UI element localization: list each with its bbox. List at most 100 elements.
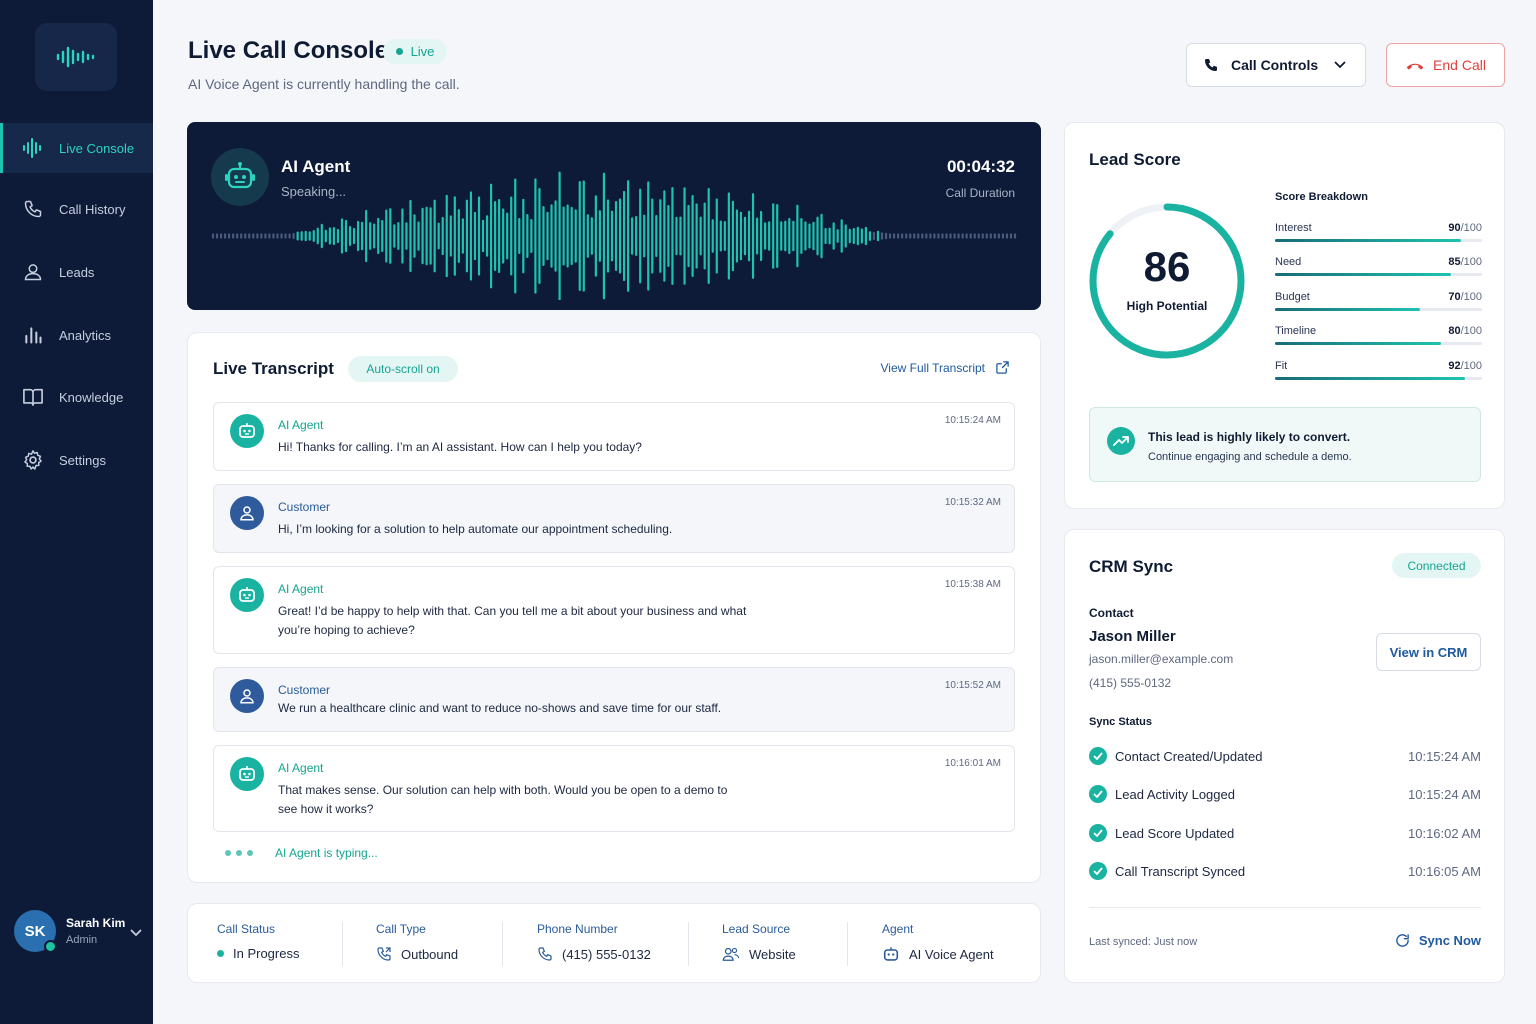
message-time: 10:16:01 AM (944, 758, 1001, 769)
sidebar-item-label: Settings (59, 452, 106, 468)
lead-source-value: Website (749, 946, 796, 962)
contact-email: jason.miller@example.com (1089, 652, 1234, 666)
view-in-crm-button[interactable]: View in CRM (1376, 633, 1481, 671)
call-type-label: Call Type (376, 922, 426, 936)
transcript-message: AI Agent That makes sense. Our solution … (213, 745, 1015, 832)
user-name: Sarah Kim (66, 916, 126, 930)
typing-label: AI Agent is typing... (275, 846, 378, 860)
lead-insight: This lead is highly likely to convert. C… (1089, 407, 1481, 482)
phone-number-label: Phone Number (537, 922, 618, 936)
sidebar-item-call-history[interactable]: Call History (0, 184, 153, 234)
user-icon (230, 679, 264, 713)
sidebar-item-live-console[interactable]: Live Console (0, 123, 153, 173)
phone-icon (537, 946, 553, 962)
book-icon (22, 386, 44, 408)
robot-icon (230, 757, 264, 791)
robot-icon (882, 946, 900, 963)
breakdown-score: 90 (1448, 222, 1461, 234)
message-text: We run a healthcare clinic and want to r… (278, 701, 722, 715)
phone-number-value: (415) 555-0132 (562, 946, 651, 962)
transcript-message: Customer We run a healthcare clinic and … (213, 667, 1015, 732)
sidebar-item-analytics[interactable]: Analytics (0, 310, 153, 360)
breakdown-bar-fill (1275, 239, 1462, 242)
user-role: Admin (66, 934, 98, 946)
robot-icon (211, 148, 269, 206)
breakdown-name: Fit (1275, 360, 1288, 372)
lead-source-field: Lead Source Website (722, 922, 796, 962)
check-circle-icon (1089, 824, 1107, 842)
avatar-initials: SK (24, 922, 46, 940)
lead-score-ring-fill (1089, 203, 1245, 359)
agent-status: Speaking... (281, 184, 347, 199)
agent-field: Agent AI Voice Agent (882, 922, 994, 963)
sync-item-time: 10:15:24 AM (1408, 748, 1481, 764)
online-status-dot (44, 940, 57, 953)
sync-now-label: Sync Now (1418, 933, 1481, 948)
call-status-field: Call Status In Progress (217, 922, 299, 961)
sidebar-item-settings[interactable]: Settings (0, 435, 153, 485)
sidebar: Live Console Call History Leads Analytic… (0, 0, 153, 1024)
sync-item-time: 10:15:24 AM (1408, 786, 1481, 802)
end-call-label: End Call (1433, 57, 1486, 73)
agent-name: AI Agent (281, 157, 351, 176)
breakdown-bar-fill (1275, 273, 1451, 276)
sync-now-button[interactable]: Sync Now (1395, 933, 1481, 948)
page-title: Live Call Console (188, 37, 389, 64)
message-time: 10:15:38 AM (944, 579, 1001, 590)
message-speaker: AI Agent (278, 582, 324, 596)
lead-score-label: High Potential (1126, 299, 1208, 313)
sidebar-item-label: Analytics (59, 327, 112, 343)
sidebar-item-label: Leads (59, 264, 95, 280)
score-breakdown-row: Timeline 80/100 (1275, 325, 1482, 345)
page-subtitle: AI Voice Agent is currently handling the… (188, 76, 460, 92)
live-transcript-panel: Live Transcript Auto-scroll on View Full… (187, 332, 1041, 883)
chevron-down-icon[interactable] (130, 924, 142, 942)
sync-item-name: Lead Activity Logged (1115, 786, 1235, 802)
view-full-transcript-label: View Full Transcript (880, 360, 985, 375)
sidebar-item-label: Call History (59, 201, 126, 217)
view-full-transcript-link[interactable]: View Full Transcript (881, 360, 1010, 375)
end-call-button[interactable]: End Call (1386, 43, 1505, 87)
sidebar-item-leads[interactable]: Leads (0, 247, 153, 297)
live-badge: Live (383, 39, 447, 64)
breakdown-name: Need (1275, 256, 1302, 268)
message-time: 10:15:32 AM (944, 497, 1001, 508)
message-speaker: Customer (278, 500, 331, 514)
crm-sync-panel: CRM Sync Connected Contact Jason Miller … (1064, 529, 1505, 983)
agent-label: Agent (882, 922, 914, 936)
breakdown-bar-fill (1275, 377, 1466, 380)
score-breakdown-row: Interest 90/100 (1275, 222, 1482, 242)
score-breakdown-row: Budget 70/100 (1275, 291, 1482, 311)
call-controls-button[interactable]: Call Controls (1186, 43, 1366, 87)
lead-source-label: Lead Source (722, 922, 791, 936)
autoscroll-toggle[interactable]: Auto-scroll on (348, 356, 458, 382)
breakdown-score: 80 (1448, 325, 1461, 337)
message-speaker: AI Agent (278, 761, 324, 775)
breakdown-name: Timeline (1275, 325, 1317, 337)
transcript-message: AI Agent Great! I’d be happy to help wit… (213, 566, 1015, 654)
sync-item-time: 10:16:02 AM (1408, 825, 1481, 841)
hang-up-icon (1405, 59, 1425, 71)
user-menu[interactable]: SK Sarah Kim Admin (14, 908, 144, 954)
call-status-value: In Progress (233, 946, 300, 961)
message-time: 10:15:24 AM (944, 415, 1001, 426)
sync-item-name: Contact Created/Updated (1115, 748, 1263, 764)
avatar: SK (14, 910, 57, 953)
transcript-title: Live Transcript (213, 359, 334, 378)
sidebar-item-knowledge[interactable]: Knowledge (0, 372, 153, 422)
breakdown-name: Budget (1275, 291, 1310, 303)
agent-voice-panel: AI Agent Speaking... 00:04:32 Call Durat… (187, 122, 1041, 310)
waveform-logo-icon[interactable] (35, 23, 117, 91)
sidebar-item-label: Live Console (59, 140, 135, 156)
message-speaker: Customer (278, 683, 331, 697)
contact-name: Jason Miller (1089, 628, 1176, 645)
typing-indicator: AI Agent is typing... (225, 846, 378, 860)
breakdown-name: Interest (1275, 222, 1312, 234)
status-dot-icon (217, 950, 224, 957)
insight-text: Continue engaging and schedule a demo. (1148, 451, 1352, 463)
call-controls-label: Call Controls (1231, 57, 1319, 73)
call-status-label: Call Status (217, 922, 276, 936)
lead-score-ring (1089, 203, 1245, 359)
sync-status-label: Sync Status (1089, 716, 1152, 728)
sync-item-name: Call Transcript Synced (1115, 863, 1246, 879)
